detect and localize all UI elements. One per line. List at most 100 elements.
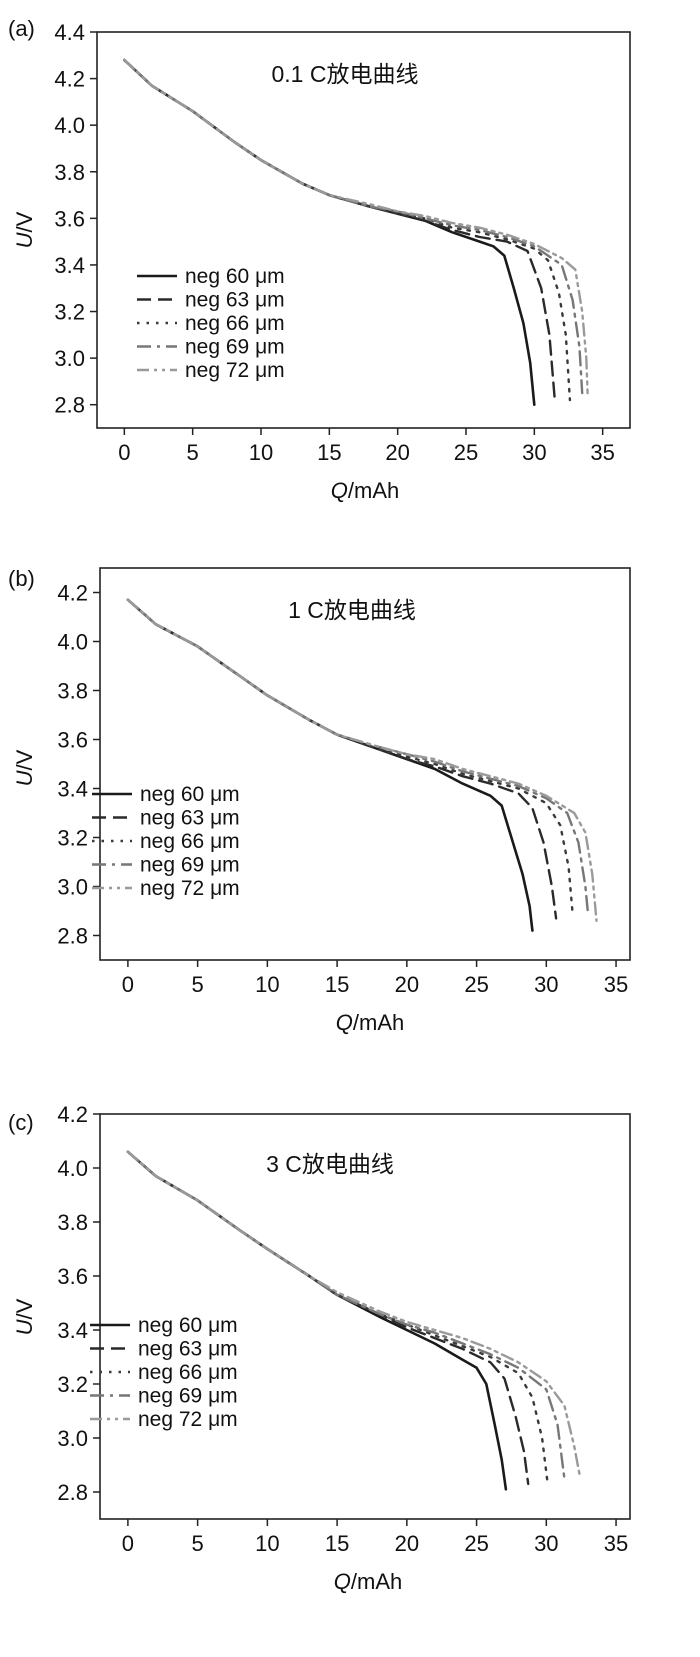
x-axis-label-symbol: Q bbox=[336, 1010, 353, 1035]
x-tick-label: 35 bbox=[604, 1531, 628, 1556]
y-axis-label: U/V bbox=[12, 749, 37, 786]
x-axis-label: Q/mAh bbox=[336, 1010, 404, 1035]
x-tick-label: 20 bbox=[385, 440, 409, 465]
legend-label-2: neg 63 μm bbox=[185, 289, 285, 312]
x-tick-label: 20 bbox=[395, 972, 419, 997]
x-axis-label-symbol: Q bbox=[331, 478, 348, 503]
chart-title: 1 C放电曲线 bbox=[288, 597, 416, 623]
y-tick-label: 2.8 bbox=[54, 393, 85, 418]
x-tick-label: 5 bbox=[192, 972, 204, 997]
y-axis-label: U/V bbox=[12, 211, 37, 248]
legend-label-3: neg 66 μm bbox=[185, 312, 285, 335]
x-axis-label: Q/mAh bbox=[334, 1569, 402, 1594]
legend-label-5: neg 72 μm bbox=[138, 1408, 238, 1431]
y-tick-label: 3.8 bbox=[57, 679, 88, 704]
x-tick-label: 20 bbox=[395, 1531, 419, 1556]
x-tick-label: 10 bbox=[249, 440, 273, 465]
y-tick-label: 3.0 bbox=[57, 875, 88, 900]
panel-label: (b) bbox=[8, 566, 35, 591]
series-line-5 bbox=[126, 1150, 581, 1477]
x-tick-label: 10 bbox=[255, 972, 279, 997]
x-tick-label: 30 bbox=[534, 1531, 558, 1556]
y-tick-label: 2.8 bbox=[57, 924, 88, 949]
chart-panel-b: 0 5 10 15 20 25 30 35 2.8 3.0 3.2 3.4 3.6 3.8 4.0 4.2 (b… bbox=[0, 553, 700, 1053]
chart-panel-c: 0 5 10 15 20 25 30 35 2.8 3.0 3.2 3.4 3.6 3.8 4.0 4.2 (c… bbox=[0, 1092, 700, 1652]
x-tick-label: 25 bbox=[454, 440, 478, 465]
y-tick-label: 3.8 bbox=[57, 1210, 88, 1235]
legend-label-5: neg 72 μm bbox=[140, 877, 240, 900]
x-axis-label-symbol: Q bbox=[334, 1569, 351, 1594]
legend-label-4: neg 69 μm bbox=[138, 1385, 238, 1408]
x-tick-label: 0 bbox=[122, 1531, 134, 1556]
y-tick-label: 4.2 bbox=[57, 581, 88, 606]
y-axis-label-unit: /V bbox=[12, 749, 37, 770]
x-tick-label: 10 bbox=[255, 1531, 279, 1556]
legend-label-2: neg 63 μm bbox=[138, 1338, 238, 1361]
y-axis-label: U/V bbox=[12, 1298, 37, 1335]
y-tick-label: 4.0 bbox=[57, 630, 88, 655]
y-tick-label: 4.2 bbox=[57, 1102, 88, 1127]
x-tick-label: 35 bbox=[604, 972, 628, 997]
y-tick-label: 4.0 bbox=[57, 1156, 88, 1181]
legend-label-2: neg 63 μm bbox=[140, 807, 240, 830]
chart-svg-c: 0 5 10 15 20 25 30 35 2.8 3.0 3.2 3.4 3.6 3.8 4.0 4.2 (c… bbox=[8, 1102, 631, 1594]
legend-label-4: neg 69 μm bbox=[185, 336, 285, 359]
series-line-5 bbox=[123, 58, 589, 395]
y-axis-label-symbol: U bbox=[12, 770, 37, 786]
x-tick-label: 30 bbox=[534, 972, 558, 997]
series-line-3 bbox=[126, 1150, 549, 1486]
y-tick-label: 3.6 bbox=[54, 206, 85, 231]
legend-label-1: neg 60 μm bbox=[140, 783, 240, 806]
y-tick-label: 3.4 bbox=[57, 1318, 88, 1343]
y-tick-label: 3.6 bbox=[57, 1264, 88, 1289]
chart-svg-a: 0 5 10 15 20 25 30 35 2.8 3.0 3.2 3.4 3.6 3.8 4.0 4.2 4.… bbox=[8, 16, 631, 503]
plot-frame bbox=[96, 31, 631, 429]
y-axis-label-unit: /V bbox=[12, 211, 37, 232]
y-tick-label: 3.6 bbox=[57, 728, 88, 753]
x-tick-label: 25 bbox=[464, 1531, 488, 1556]
series-line-3 bbox=[126, 598, 574, 918]
y-tick-label: 3.0 bbox=[54, 346, 85, 371]
legend-label-1: neg 60 μm bbox=[138, 1314, 238, 1337]
x-tick-label: 25 bbox=[464, 972, 488, 997]
y-axis-label-symbol: U bbox=[12, 1319, 37, 1335]
panel-label: (c) bbox=[8, 1110, 34, 1135]
legend-label-4: neg 69 μm bbox=[140, 854, 240, 877]
y-tick-label: 4.2 bbox=[54, 67, 85, 92]
y-tick-label: 3.0 bbox=[57, 1426, 88, 1451]
chart-svg-b: 0 5 10 15 20 25 30 35 2.8 3.0 3.2 3.4 3.6 3.8 4.0 4.2 (b… bbox=[8, 566, 631, 1035]
x-axis-label-unit: /mAh bbox=[351, 1569, 402, 1594]
x-tick-label: 0 bbox=[118, 440, 130, 465]
y-tick-label: 3.2 bbox=[57, 1372, 88, 1397]
legend-label-3: neg 66 μm bbox=[140, 830, 240, 853]
x-tick-label: 30 bbox=[522, 440, 546, 465]
plot-frame bbox=[99, 1113, 631, 1520]
y-tick-label: 3.4 bbox=[54, 253, 85, 278]
x-axis-label: Q/mAh bbox=[331, 478, 399, 503]
y-tick-label: 3.2 bbox=[57, 826, 88, 851]
y-tick-label: 2.8 bbox=[57, 1480, 88, 1505]
x-tick-label: 5 bbox=[187, 440, 199, 465]
legend-label-3: neg 66 μm bbox=[138, 1361, 238, 1384]
x-tick-label: 0 bbox=[122, 972, 134, 997]
x-axis-label-unit: /mAh bbox=[348, 478, 399, 503]
x-tick-label: 5 bbox=[192, 1531, 204, 1556]
legend-label-1: neg 60 μm bbox=[185, 265, 285, 288]
y-axis-label-unit: /V bbox=[12, 1298, 37, 1319]
x-axis-label-unit: /mAh bbox=[353, 1010, 404, 1035]
x-tick-label: 15 bbox=[317, 440, 341, 465]
y-axis-label-symbol: U bbox=[12, 232, 37, 248]
plot-frame bbox=[99, 567, 631, 961]
chart-title: 3 C放电曲线 bbox=[266, 1151, 394, 1177]
y-tick-label: 3.8 bbox=[54, 160, 85, 185]
y-tick-label: 4.4 bbox=[54, 20, 85, 45]
y-tick-label: 3.4 bbox=[57, 777, 88, 802]
panel-label: (a) bbox=[8, 16, 35, 41]
x-tick-label: 35 bbox=[590, 440, 614, 465]
y-tick-label: 3.2 bbox=[54, 300, 85, 325]
legend-label-5: neg 72 μm bbox=[185, 359, 285, 382]
y-tick-label: 4.0 bbox=[54, 113, 85, 138]
x-tick-label: 15 bbox=[325, 972, 349, 997]
x-tick-label: 15 bbox=[325, 1531, 349, 1556]
chart-title: 0.1 C放电曲线 bbox=[272, 61, 419, 87]
